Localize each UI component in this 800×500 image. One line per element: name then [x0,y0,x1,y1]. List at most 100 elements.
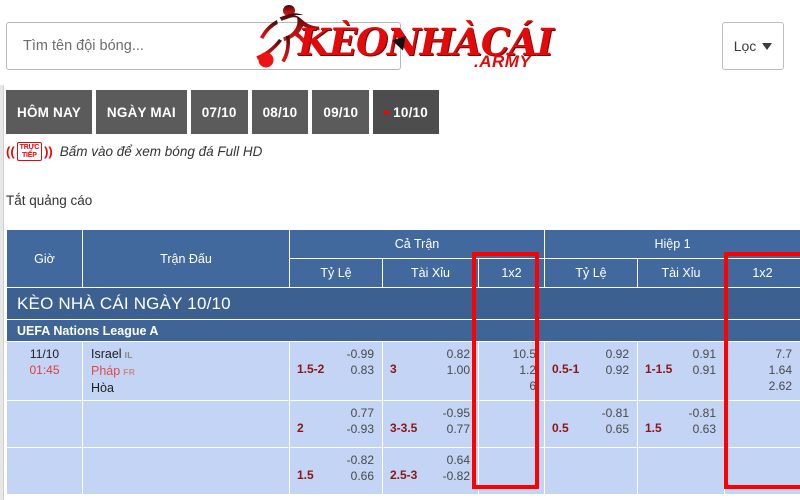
cell-half-rate[interactable]: 0.5 -0.81 0.65 [544,400,638,448]
handicap-value: 2 [297,421,304,435]
date-tab-0910[interactable]: 09/10 [312,90,370,134]
col-header-full-match: Cả Trận [289,229,545,259]
cell-time: 11/10 01:45 [6,341,83,401]
home-country-code: IL [124,350,133,360]
odd-value: 0.92 [605,363,629,377]
date-tab-0710[interactable]: 07/10 [190,90,248,134]
handicap-value: 1.5 [297,468,314,482]
cell-half-rate[interactable]: 0.5-1 0.92 0.92 [544,341,638,401]
left-scroll-rail [0,0,4,500]
home-team: Israel IL [91,347,133,361]
odd-value: 10.5 [512,347,536,361]
cell-half-over-under[interactable]: 1.5 -0.81 0.63 [637,400,725,448]
odd-value: 1.00 [446,363,470,377]
odd-value: 0.91 [692,347,716,361]
logo-suffix: .ARMY [474,52,532,71]
date-tab-label: 10/10 [393,104,428,120]
col-header-half-1x2[interactable]: 1x2 [723,258,800,288]
live-stream-banner[interactable]: (( TRỰC TIẾP )) Bấm vào để xem bóng đá F… [6,142,262,161]
cell-half-1x2[interactable] [723,400,800,448]
disable-ads-link[interactable]: Tắt quảng cáo [6,193,93,208]
cell-full-rate[interactable]: 2 0.77 -0.93 [289,400,383,448]
date-tab-0810[interactable]: 08/10 [251,90,309,134]
handicap-value: 1.5 [645,421,662,435]
signal-right-icon: )) [44,144,53,159]
away-team: Pháp FR [91,364,136,378]
odds-table: Giờ Trận Đấu Cả Trận Hiệp 1 Tỷ Lệ Tài Xỉ… [5,229,800,495]
odd-value: 0.66 [350,469,374,483]
odd-value: 0.82 [446,347,470,361]
odd-value: -0.82 [346,453,374,467]
date-tab-label: 07/10 [201,104,237,120]
odds-table-head: Giờ Trận Đấu Cả Trận Hiệp 1 Tỷ Lệ Tài Xỉ… [6,229,800,288]
cell-teams [82,447,290,495]
odd-value: -0.82 [442,469,470,483]
odd-value: 1.64 [768,363,793,377]
col-header-half-rate[interactable]: Tỷ Lệ [544,258,638,288]
cell-time [6,400,83,448]
date-tab-1010[interactable]: 10/10 [373,90,439,134]
cell-full-1x2[interactable] [478,447,545,495]
cell-half-over-under[interactable]: 1-1.5 0.91 0.91 [637,341,725,401]
filter-button[interactable]: Lọc [722,22,784,70]
handicap-value: 1-1.5 [645,362,673,376]
cell-full-over-under[interactable]: 3 0.82 1.00 [382,341,479,401]
odd-value: -0.99 [346,347,374,361]
odd-value: 0.63 [692,422,716,436]
away-country-code: FR [123,367,136,377]
cell-half-1x2[interactable]: 7.7 1.64 2.62 [723,341,800,401]
col-header-first-half: Hiệp 1 [543,229,800,259]
cell-teams[interactable]: Israel IL Pháp FR Hòa [82,341,290,401]
col-header-full-1x2[interactable]: 1x2 [478,258,545,288]
date-tab-bar: HÔM NAY NGÀY MAI 07/10 08/10 09/10 10/10 [6,90,439,134]
handicap-value: 3-3.5 [390,421,418,435]
col-header-full-rate[interactable]: Tỷ Lệ [289,258,383,288]
odd-value: 0.77 [446,422,470,436]
match-date: 11/10 [29,347,60,361]
day-title-row: KÈO NHÀ CÁI NGÀY 10/10 [5,287,800,320]
cell-half-over-under[interactable] [637,447,725,495]
col-header-full-over-under[interactable]: Tài Xỉu [382,258,479,288]
handicap-value: 3 [390,362,397,376]
live-badge-line2: TIẾP [21,151,37,159]
cell-half-rate[interactable] [544,447,638,495]
cell-half-1x2[interactable] [723,447,800,495]
odds-header-row-2: Tỷ Lệ Tài Xỉu 1x2 Tỷ Lệ Tài Xỉu 1x2 [7,258,800,288]
col-header-half-over-under[interactable]: Tài Xỉu [637,258,725,288]
search-input[interactable] [21,37,386,55]
table-row[interactable]: 2 0.77 -0.93 3-3.5 -0.95 0.77 [6,400,800,448]
table-row[interactable]: 1.5 -0.82 0.66 2.5-3 0.64 -0.82 [6,447,800,495]
cell-full-1x2[interactable] [478,400,545,448]
odd-value: 0.77 [350,406,374,420]
league-row[interactable]: UEFA Nations League A [5,319,800,342]
match-time: 01:45 [29,363,60,377]
cell-full-over-under[interactable]: 2.5-3 0.64 -0.82 [382,447,479,495]
date-tab-tomorrow[interactable]: NGÀY MAI [95,90,187,134]
live-cta-text: Bấm vào để xem bóng đá Full HD [59,144,263,159]
cell-full-rate[interactable]: 1.5-2 -0.99 0.83 [289,341,383,401]
active-dot-icon [384,109,390,115]
live-badge: (( TRỰC TIẾP )) [6,142,53,161]
col-header-time: Giờ [6,229,83,288]
odd-value: 0.65 [605,422,629,436]
odd-value: 0.83 [350,363,374,377]
cell-full-rate[interactable]: 1.5 -0.82 0.66 [289,447,383,495]
day-title-text: KÈO NHÀ CÁI NGÀY 10/10 [5,287,800,320]
odd-value: -0.81 [601,406,629,420]
table-row[interactable]: 11/10 01:45 Israel IL Pháp FR Hòa [6,341,800,401]
handicap-value: 0.5 [552,421,569,435]
draw-label: Hòa [91,381,114,395]
cell-full-over-under[interactable]: 3-3.5 -0.95 0.77 [382,400,479,448]
odd-value: 1.2 [519,363,536,377]
date-tab-today[interactable]: HÔM NAY [6,90,92,134]
odd-value: -0.93 [346,422,374,436]
odd-value: 0.64 [446,453,470,467]
league-name: UEFA Nations League A [5,319,800,342]
search-box[interactable] [6,22,401,70]
odd-value: 7.7 [775,347,793,361]
date-tab-label: HÔM NAY [17,104,81,120]
cell-time [6,447,83,495]
date-tab-label: NGÀY MAI [106,104,176,120]
cell-full-1x2[interactable]: 10.5 1.2 6 [478,341,545,401]
col-header-match: Trận Đấu [82,229,290,288]
